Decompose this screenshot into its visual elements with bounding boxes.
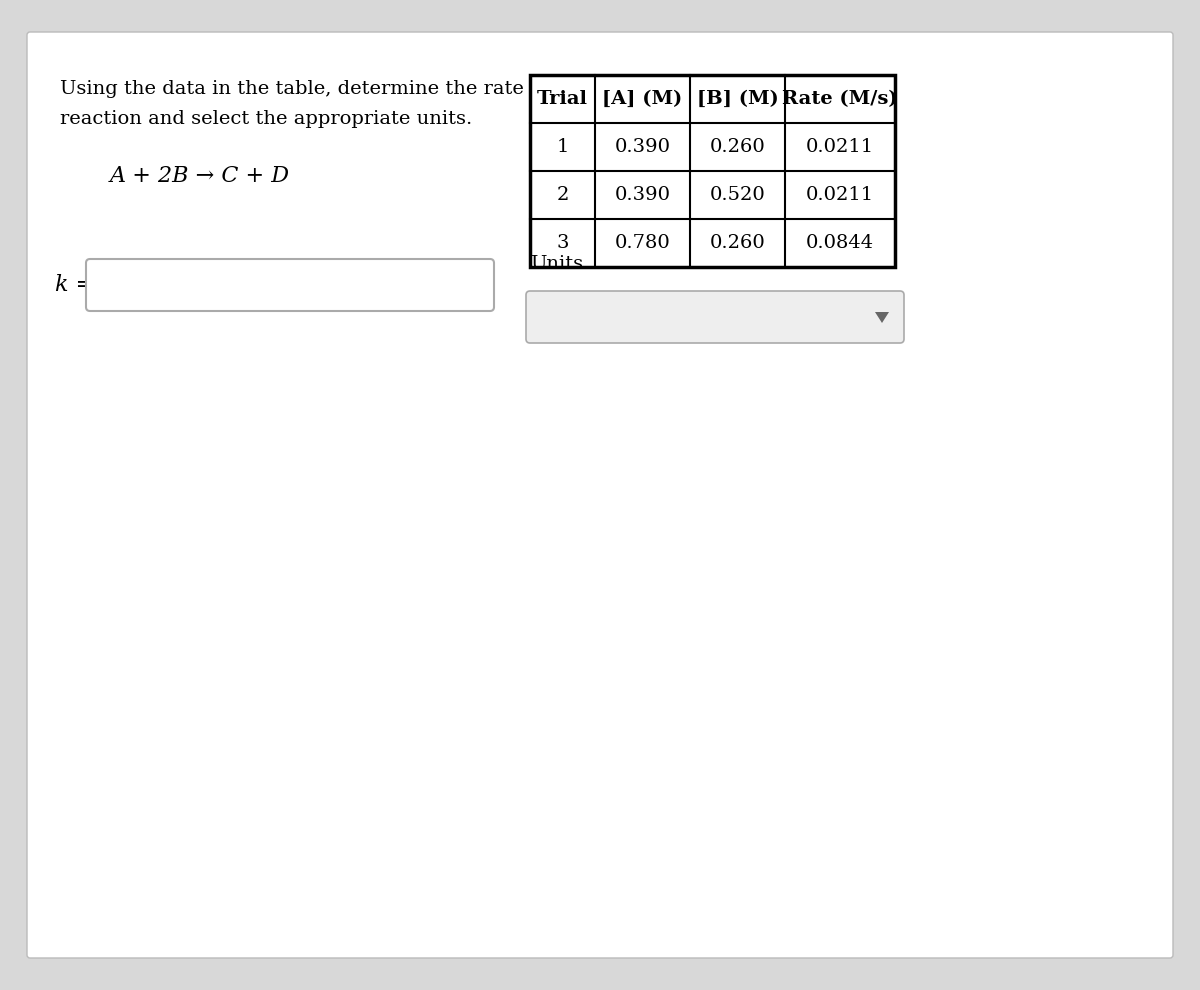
Text: Units: Units: [530, 255, 583, 273]
Text: reaction and select the appropriate units.: reaction and select the appropriate unit…: [60, 110, 473, 128]
Bar: [530, 75, 895, 267]
Text: 0.390: 0.390: [614, 186, 671, 204]
Text: 0.0211: 0.0211: [806, 186, 874, 204]
Text: [B] (M): [B] (M): [697, 90, 779, 108]
Text: Trial: Trial: [538, 90, 588, 108]
Text: 0.0844: 0.0844: [806, 234, 874, 252]
Polygon shape: [875, 312, 889, 323]
Text: 2: 2: [557, 186, 569, 204]
Text: 0.780: 0.780: [614, 234, 671, 252]
Text: A + 2B → C + D: A + 2B → C + D: [110, 165, 290, 187]
Text: 0.260: 0.260: [709, 138, 766, 156]
Text: 0.520: 0.520: [709, 186, 766, 204]
Text: 0.260: 0.260: [709, 234, 766, 252]
FancyBboxPatch shape: [526, 291, 904, 343]
Text: [A] (M): [A] (M): [602, 90, 683, 108]
Text: 0.390: 0.390: [614, 138, 671, 156]
Text: 3: 3: [557, 234, 569, 252]
Text: k =: k =: [55, 274, 95, 296]
Text: 1: 1: [557, 138, 569, 156]
FancyBboxPatch shape: [86, 259, 494, 311]
Text: 0.0211: 0.0211: [806, 138, 874, 156]
FancyBboxPatch shape: [28, 32, 1174, 958]
Text: Rate (M/s): Rate (M/s): [782, 90, 898, 108]
Text: Using the data in the table, determine the rate constant of the: Using the data in the table, determine t…: [60, 80, 679, 98]
